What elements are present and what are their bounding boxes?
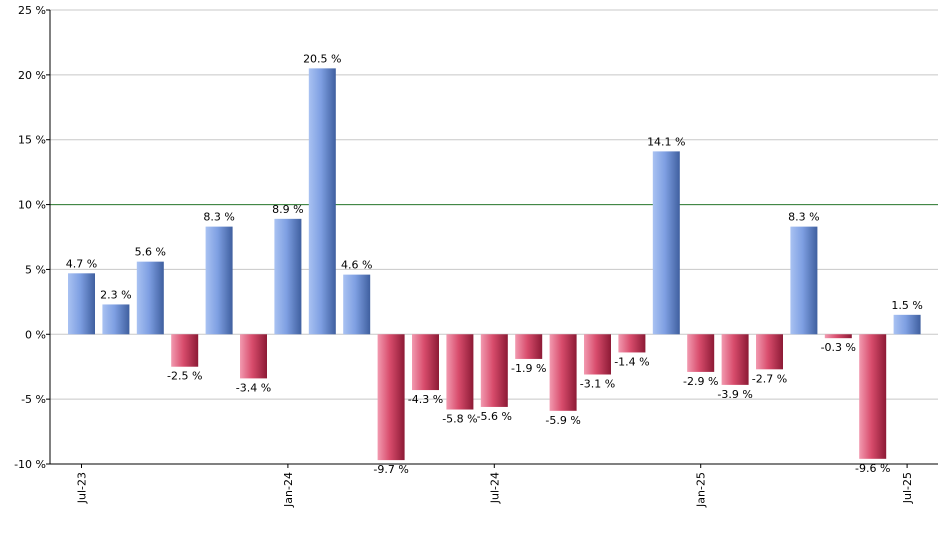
bar-Feb-25 [721, 334, 749, 385]
bar-May-25 [824, 334, 852, 339]
data-label: 8.3 % [788, 211, 819, 224]
bar-Jul-25 [893, 314, 921, 335]
bar-Nov-24 [618, 334, 646, 353]
bar-Aug-24 [515, 334, 543, 359]
bar-Aug-23 [102, 304, 130, 335]
x-tick-label: Jan-24 [282, 472, 295, 508]
data-label: -3.4 % [236, 381, 271, 394]
data-label: -9.6 % [855, 462, 890, 475]
bar-Oct-23 [171, 334, 199, 367]
y-tick-label: 15 % [18, 134, 46, 147]
bar-Feb-24 [308, 68, 336, 335]
y-tick-label: -5 % [21, 393, 46, 406]
y-tick-label: 0 % [25, 328, 46, 341]
x-tick-label: Jul-25 [901, 472, 914, 504]
y-tick-label: 20 % [18, 69, 46, 82]
bar-May-24 [412, 334, 439, 391]
data-label: 1.5 % [891, 299, 922, 312]
bar-Jun-24 [446, 334, 474, 410]
bar-Oct-24 [584, 334, 611, 375]
data-label: -9.7 % [373, 463, 408, 476]
x-tick-label: Jul-23 [76, 472, 89, 504]
data-label: -5.6 % [477, 410, 512, 423]
y-tick-label: 5 % [25, 263, 46, 276]
bar-Jan-24 [274, 218, 302, 335]
data-label: -3.9 % [717, 388, 752, 401]
data-label: 14.1 % [647, 135, 685, 148]
bar-Jul-23 [68, 273, 95, 335]
data-label: -2.9 % [683, 375, 718, 388]
data-label: -5.8 % [442, 413, 477, 426]
bar-Jul-24 [480, 334, 508, 407]
data-label: 2.3 % [100, 288, 131, 301]
data-label: -4.3 % [408, 393, 443, 406]
data-label: -5.9 % [545, 414, 580, 427]
data-label: 8.3 % [203, 211, 234, 224]
bar-Jun-25 [859, 334, 887, 459]
bar-Apr-25 [790, 226, 818, 335]
y-tick-label: 10 % [18, 199, 46, 212]
bar-Sep-24 [549, 334, 577, 411]
bar-Mar-24 [343, 274, 371, 335]
data-label: -2.7 % [752, 372, 787, 385]
y-tick-label: -10 % [14, 458, 46, 471]
y-tick-label: 25 % [18, 4, 46, 17]
data-label: -2.5 % [167, 370, 202, 383]
bar-Dec-23 [240, 334, 267, 379]
data-label: -0.3 % [821, 341, 856, 354]
bar-Nov-23 [205, 226, 233, 335]
bars [68, 68, 921, 461]
axes: 25 % 20 % 15 % 10 % 5 % 0 % -5 % -10 % Jul-23 Jan… [14, 4, 938, 508]
data-label: -1.4 % [614, 355, 649, 368]
x-tick-label: Jan-25 [695, 472, 708, 508]
data-label: 20.5 % [303, 52, 341, 65]
data-label: 8.9 % [272, 203, 303, 216]
bar-Jan-25 [687, 334, 715, 372]
bar-Dec-24 [652, 151, 680, 335]
data-label: -1.9 % [511, 362, 546, 375]
data-label: 4.7 % [66, 257, 97, 270]
data-label: -3.1 % [580, 377, 615, 390]
bar-Sep-23 [136, 261, 164, 335]
data-label: 5.6 % [135, 246, 166, 259]
bar-Apr-24 [377, 334, 405, 461]
bar-Mar-25 [756, 334, 783, 370]
data-label: 4.6 % [341, 259, 372, 272]
data-labels: 4.7 % 2.3 % 5.6 % -2.5 % 8.3 % -3.4 % 8.9 % 20.… [66, 52, 923, 476]
x-tick-label: Jul-24 [488, 472, 501, 504]
